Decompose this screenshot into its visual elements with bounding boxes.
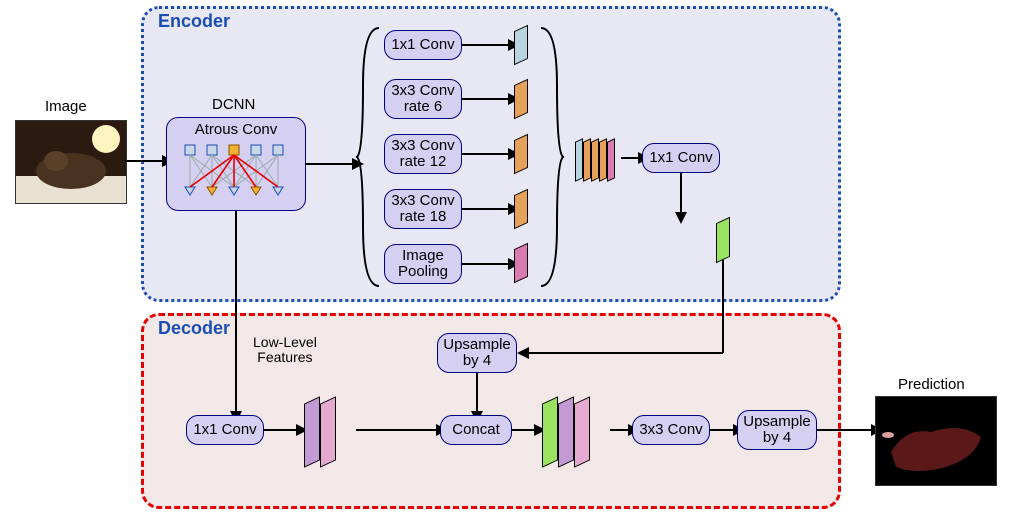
feature-map [591,138,599,182]
conv1x1-b-node: 1x1 Conv [642,143,720,173]
close-brace-icon [537,26,567,288]
lowlevel-label: Low-LevelFeatures [253,335,317,366]
feature-map [514,134,528,175]
feature-map [583,138,591,182]
feature-map [607,138,615,182]
concat-node: Concat [440,415,512,445]
feature-map [514,243,528,284]
feature-map [716,217,730,264]
feature-map [320,396,336,467]
prediction-label: Prediction [898,376,965,393]
conv3x3-r6-node: 3x3 Convrate 6 [384,79,462,119]
feature-map [514,79,528,120]
upsample1-node: Upsampleby 4 [437,333,517,373]
output-image [875,396,997,486]
conv3x3-d-node: 3x3 Conv [632,415,710,445]
image-label: Image [45,98,87,115]
input-image [15,120,127,204]
feature-map [574,396,590,467]
encoder-title: Encoder [158,11,230,32]
conv3x3-r12-node: 3x3 Convrate 12 [384,134,462,174]
open-brace-icon [355,26,385,288]
feature-map [514,189,528,230]
atrous-conv-node: Atrous Conv [166,117,306,211]
feature-map [304,396,320,467]
feature-map [599,138,607,182]
upsample2-node: Upsampleby 4 [737,410,817,450]
conv1x1-a-node: 1x1 Conv [384,30,462,60]
diagram-canvas: Encoder Decoder Image DCNN Atrous Conv [0,0,1009,522]
feature-map [514,25,528,66]
feature-map [575,138,583,182]
atrous-label: Atrous Conv [167,118,305,139]
feature-map [558,396,574,467]
image-pooling-node: ImagePooling [384,244,462,284]
decoder-title: Decoder [158,318,230,339]
conv3x3-r18-node: 3x3 Convrate 18 [384,189,462,229]
conv1x1-c-node: 1x1 Conv [186,415,264,445]
dcnn-label: DCNN [212,96,255,113]
feature-map [542,396,558,467]
